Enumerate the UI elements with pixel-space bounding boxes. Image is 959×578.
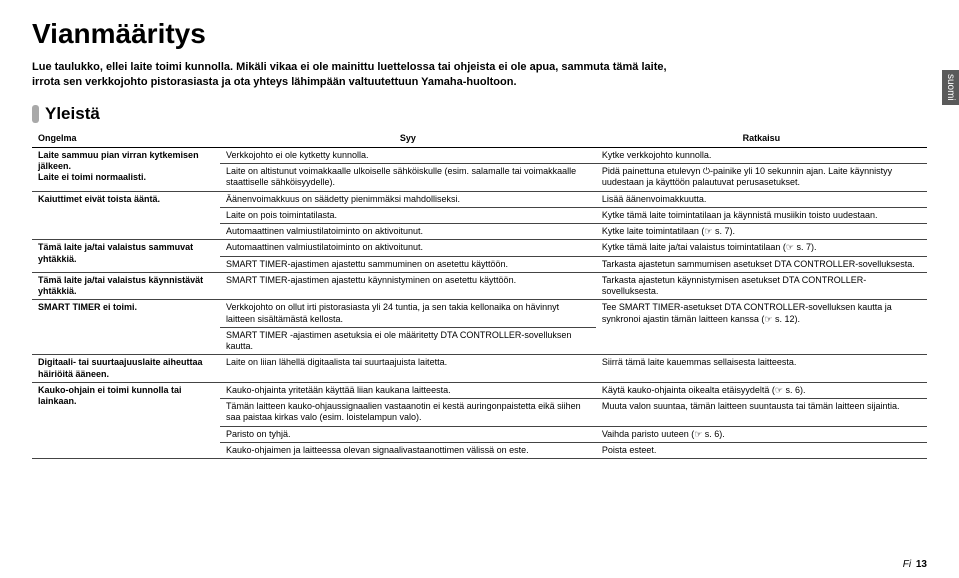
problem-cell: Kauko-ohjain ei toimi kunnolla tai laink…	[32, 382, 220, 458]
solution-cell: Poista esteet.	[596, 442, 927, 458]
language-tab: suomi	[942, 70, 959, 105]
column-header-problem: Ongelma	[32, 130, 220, 148]
problem-cell: Digitaali- tai suurtaajuuslaite aiheutta…	[32, 355, 220, 383]
solution-cell: Kytke tämä laite toimintatilaan ja käynn…	[596, 207, 927, 223]
section-bullet-icon	[32, 105, 39, 123]
cause-cell: Automaattinen valmiustilatoiminto on akt…	[220, 240, 596, 256]
problem-cell: Laite sammuu pian virran kytkemisen jälk…	[32, 147, 220, 191]
cause-cell: Äänenvoimakkuus on säädetty pienimmäksi …	[220, 191, 596, 207]
page-title: Vianmääritys	[32, 18, 927, 50]
cause-cell: Paristo on tyhjä.	[220, 426, 596, 442]
problem-cell: Tämä laite ja/tai valaistus sammuvat yht…	[32, 240, 220, 273]
problem-cell: Tämä laite ja/tai valaistus käynnistävät…	[32, 272, 220, 300]
troubleshooting-table: Ongelma Syy Ratkaisu Laite sammuu pian v…	[32, 130, 927, 460]
solution-cell: Siirrä tämä laite kauemmas sellaisesta l…	[596, 355, 927, 383]
intro-paragraph: Lue taulukko, ellei laite toimi kunnolla…	[32, 60, 672, 90]
solution-cell: Kytke laite toimintatilaan (☞ s. 7).	[596, 224, 927, 240]
cause-cell: SMART TIMER-ajastimen ajastettu sammumin…	[220, 256, 596, 272]
solution-cell: Kytke verkkojohto kunnolla.	[596, 147, 927, 163]
cause-cell: SMART TIMER-ajastimen ajastettu käynnist…	[220, 272, 596, 300]
cause-cell: Laite on pois toimintatilasta.	[220, 207, 596, 223]
cause-cell: Verkkojohto ei ole kytketty kunnolla.	[220, 147, 596, 163]
solution-cell: Kytke tämä laite ja/tai valaistus toimin…	[596, 240, 927, 256]
footer-prefix: Fi	[903, 559, 911, 570]
column-header-cause: Syy	[220, 130, 596, 148]
cause-cell: Automaattinen valmiustilatoiminto on akt…	[220, 224, 596, 240]
solution-cell: Lisää äänenvoimakkuutta.	[596, 191, 927, 207]
cause-cell: Kauko-ohjainta yritetään käyttää liian k…	[220, 382, 596, 398]
cause-cell: SMART TIMER -ajastimen asetuksia ei ole …	[220, 327, 596, 355]
problem-cell: Kaiuttimet eivät toista ääntä.	[32, 191, 220, 240]
solution-cell: Käytä kauko-ohjainta oikealta etäisyydel…	[596, 382, 927, 398]
solution-cell: Tarkasta ajastetun sammumisen asetukset …	[596, 256, 927, 272]
solution-cell: Tarkasta ajastetun käynnistymisen asetuk…	[596, 272, 927, 300]
solution-cell: Pidä painettuna etulevyn ⏻-painike yli 1…	[596, 164, 927, 192]
solution-cell: Tee SMART TIMER-asetukset DTA CONTROLLER…	[596, 300, 927, 355]
cause-cell: Tämän laitteen kauko-ohjaussignaalien va…	[220, 399, 596, 427]
column-header-solution: Ratkaisu	[596, 130, 927, 148]
problem-cell: SMART TIMER ei toimi.	[32, 300, 220, 355]
cause-cell: Laite on altistunut voimakkaalle ulkoise…	[220, 164, 596, 192]
section-header: Yleistä	[32, 104, 927, 124]
page-number: 13	[916, 559, 927, 570]
cause-cell: Verkkojohto on ollut irti pistorasiasta …	[220, 300, 596, 328]
page-footer: Fi 13	[903, 559, 927, 570]
cause-cell: Laite on liian lähellä digitaalista tai …	[220, 355, 596, 383]
solution-cell: Vaihda paristo uuteen (☞ s. 6).	[596, 426, 927, 442]
cause-cell: Kauko-ohjaimen ja laitteessa olevan sign…	[220, 442, 596, 458]
section-title: Yleistä	[45, 104, 100, 124]
solution-cell: Muuta valon suuntaa, tämän laitteen suun…	[596, 399, 927, 427]
